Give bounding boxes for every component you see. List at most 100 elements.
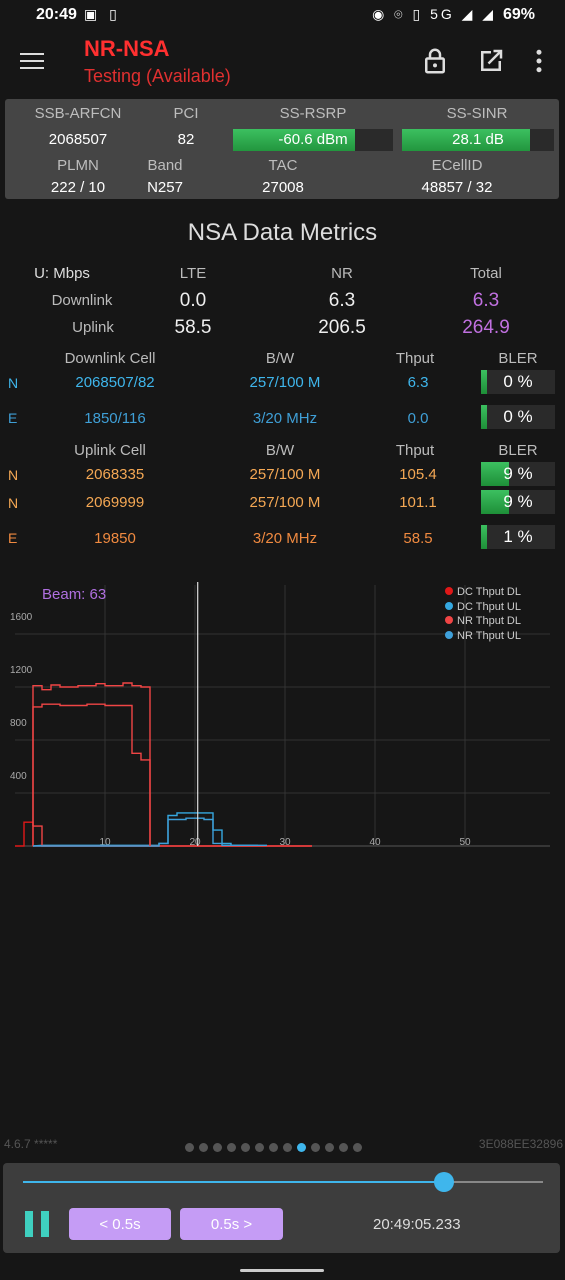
bler-fill [481,405,487,429]
playback-progress [23,1181,445,1183]
series-line [32,812,258,847]
tac-header: TAC [268,157,298,174]
thput: 0.0 [407,410,429,427]
page-indicator[interactable] [185,1139,367,1152]
more-vert-icon[interactable] [524,46,554,76]
y-tick-label: 800 [10,718,27,729]
bler-fill [481,490,510,514]
page-dot[interactable] [213,1143,222,1152]
unit-label: U: Mbps [34,265,90,282]
legend-swatch [445,630,453,639]
page-dot[interactable] [199,1143,208,1152]
playback-slider-knob[interactable] [434,1172,455,1192]
beam-label: Beam: 63 [42,586,107,603]
status-bar: 20:49 ▣ ▯ ◉ ⌾ ▯ 5G ◢ ◢ 69% [0,0,565,30]
page-dot[interactable] [311,1143,320,1152]
menu-icon[interactable] [20,53,44,71]
bler-value: 9 % [503,464,533,483]
x-tick-label: 50 [459,837,471,848]
pause-icon[interactable] [25,1211,51,1237]
downlink-nr: 6.3 [328,290,356,311]
tech-label: E [8,530,18,546]
plmn-header: PLMN [57,157,99,174]
nr-header: NR [331,265,353,282]
series-line [32,703,151,846]
x-tick-label: 30 [279,837,291,848]
cell-id: 2068335 [85,466,145,483]
bler-meter: 0 % [481,370,555,394]
legend-label: NR Thput UL [457,629,521,642]
downlink-lte: 0.0 [179,290,207,311]
playback-panel: < 0.5s 0.5s > 20:49:05.233 [3,1163,560,1253]
page-dot[interactable] [353,1143,362,1152]
app-bar: NR-NSA Testing (Available) [0,30,565,94]
page-dot[interactable] [241,1143,250,1152]
cell-info-panel: SSB-ARFCN PCI SS-RSRP SS-SINR 2068507 82… [5,99,559,199]
page-dot[interactable] [227,1143,236,1152]
playback-timestamp: 20:49:05.233 [373,1216,461,1233]
cell-id: 1850/116 [84,410,146,427]
legend-entry: NR Thput UL [445,630,521,642]
page-dot[interactable] [297,1143,306,1152]
lock-icon[interactable] [420,46,450,76]
ecellid-value: 48857 / 32 [421,179,493,196]
bandwidth: 257/100 M [249,374,321,391]
page-dot[interactable] [283,1143,292,1152]
uplink-total: 264.9 [462,317,510,338]
app-subtitle: Testing (Available) [84,66,231,86]
bandwidth: 3/20 MHz [252,530,318,547]
cell-id: 2069999 [85,494,145,511]
tech-label: N [8,467,19,483]
y-tick-label: 400 [10,771,27,782]
series-line [32,825,312,847]
thput: 6.3 [407,374,429,391]
lte-header: LTE [179,265,207,282]
y-tick-label: 1200 [10,665,33,676]
band-value: N257 [147,179,183,196]
band-header: Band [147,157,183,174]
page-dot[interactable] [255,1143,264,1152]
total-header: Total [470,265,502,282]
network-type: 5G [430,6,455,22]
app-version: 4.6.7 ***** [4,1137,58,1151]
legend-swatch [445,587,453,595]
ecellid-header: ECellID [431,157,483,174]
tech-label: E [8,410,18,426]
legend-entry: NR Thput DL [445,615,521,627]
playback-track[interactable] [23,1181,543,1183]
bler-value: 0 % [503,372,533,391]
throughput-chart[interactable]: 10 20 30 40 50 400 800 1200 1600 [0,575,565,865]
sinr-fill [402,129,530,151]
status-icons: ◉ ⌾ ▯ 5G ◢ ◢ 69% [372,6,535,23]
uplink-label: Uplink [72,319,114,336]
page-dot[interactable] [339,1143,348,1152]
dl-cell-header: Downlink Cell [64,350,156,367]
legend-label: DC Thput DL [457,586,521,598]
page-dot[interactable] [325,1143,334,1152]
step-forward-button[interactable]: 0.5s > [180,1208,283,1240]
step-back-button[interactable]: < 0.5s [69,1208,171,1240]
ul-bw-header: B/W [265,442,295,459]
sinr-value: 28.1 dB [452,131,504,148]
cell-id: 2068507/82 [75,374,155,391]
ssb-arfcn-header: SSB-ARFCN [34,105,122,122]
legend-entry: DC Thput DL [445,586,521,598]
thput: 58.5 [403,530,433,547]
bandwidth: 257/100 M [249,494,321,511]
ul-bler-header: BLER [498,442,538,459]
page-dot[interactable] [185,1143,194,1152]
bler-fill [481,462,510,486]
clock: 20:49 [36,6,77,23]
gesture-nav-handle[interactable] [240,1269,324,1272]
ul-cell-header: Uplink Cell [74,442,146,459]
notification-icons: ▣ ▯ [84,6,121,22]
dl-thput-header: Thput [395,350,435,367]
open-external-icon[interactable] [476,46,506,76]
bler-meter: 9 % [481,462,555,486]
bler-meter: 0 % [481,405,555,429]
page-dot[interactable] [269,1143,278,1152]
sinr-header: SS-SINR [446,105,508,122]
device-id: 3E088EE32896 [478,1137,563,1151]
ul-thput-header: Thput [395,442,435,459]
tac-value: 27008 [262,179,304,196]
